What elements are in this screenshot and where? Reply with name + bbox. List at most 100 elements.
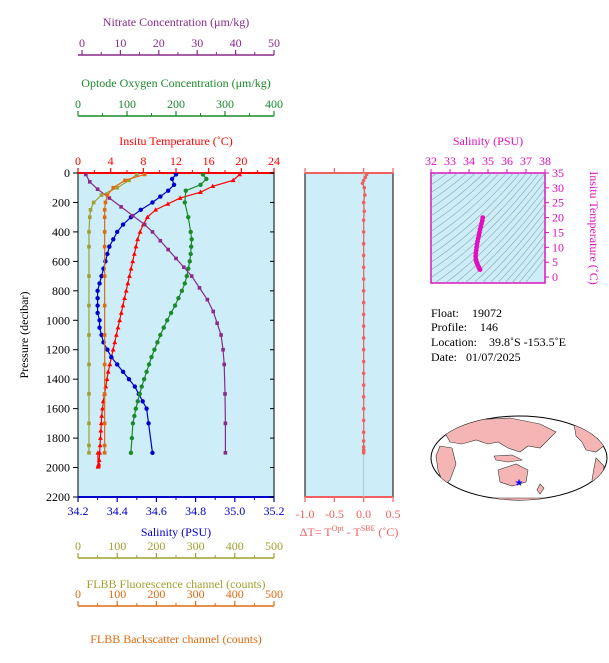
backscatter-point xyxy=(102,421,107,426)
nitrate-tick-label: 0 xyxy=(79,36,85,50)
land-australia xyxy=(497,463,529,487)
oxygen-point xyxy=(141,376,147,382)
date-label: Date: xyxy=(431,350,457,364)
nitrate-tick-label: 30 xyxy=(191,36,203,50)
backscatter-point xyxy=(123,178,127,183)
backscatter-point xyxy=(102,208,107,212)
salinity-point xyxy=(95,295,100,301)
oxygen-point xyxy=(187,259,192,264)
profile-panel: Insitu Temperature (˚C) 0 4 8 12 16 20 24 0 200… xyxy=(17,134,285,539)
oxygen-point xyxy=(149,354,154,360)
temperature-point xyxy=(145,214,150,219)
temperature-point xyxy=(125,280,131,286)
dt-axis-label: ΔT= TOpt - TSBE (˚C) xyxy=(300,524,399,539)
temperature-point xyxy=(165,201,171,206)
dt-point xyxy=(361,371,366,376)
oxygen-point xyxy=(158,332,163,338)
temperature-point xyxy=(117,317,123,323)
dt-label-main: ΔT= T xyxy=(300,525,333,539)
temperature-point xyxy=(133,244,139,249)
dt-panel: -1.0 -0.5 0.0 0.5 ΔT= TOpt - TSBE (˚C) xyxy=(296,168,401,539)
nitrate-point xyxy=(221,347,225,352)
salinity-point xyxy=(95,288,100,294)
nitrate-point xyxy=(189,274,194,278)
land-asia xyxy=(443,417,557,453)
temperature-point xyxy=(177,195,183,200)
temperature-tick-label: 4 xyxy=(108,154,114,168)
oxygen-point xyxy=(186,266,191,271)
dt-point xyxy=(364,173,369,177)
temperature-point xyxy=(137,229,143,234)
fluorescence-point xyxy=(87,215,92,219)
temperature-line xyxy=(97,174,241,467)
nitrate-point xyxy=(219,333,223,337)
fluorescence-point xyxy=(87,274,91,278)
oxygen-point xyxy=(168,310,174,316)
profile-series-group xyxy=(84,173,243,469)
pressure-tick-label: 400 xyxy=(52,225,70,239)
fluorescence-point xyxy=(87,244,91,249)
backscatter-tick-label: 500 xyxy=(265,587,283,601)
ts-y-tick-label: 0 xyxy=(552,270,558,284)
dt-point xyxy=(362,209,367,214)
temperature-point xyxy=(118,310,124,315)
dt-point xyxy=(361,395,366,399)
fluorescence-axis-ticks: 0 100 200 300 400 500 xyxy=(75,539,283,558)
pressure-tick-label: 2200 xyxy=(46,490,70,504)
salinity-point xyxy=(105,251,110,257)
backscatter-point xyxy=(102,362,107,367)
temperature-point xyxy=(237,173,243,177)
pressure-tick-label: 200 xyxy=(52,195,70,209)
fluorescence-point xyxy=(91,200,96,205)
isopycnal-line xyxy=(431,173,477,209)
backscatter-point xyxy=(142,173,147,177)
dt-point xyxy=(360,181,365,186)
dt-point xyxy=(361,430,366,435)
nitrate-point xyxy=(158,238,163,243)
oxygen-point xyxy=(144,369,149,375)
oxygen-point xyxy=(129,435,135,441)
isopycnal-line xyxy=(497,226,545,283)
backscatter-tick-label: 0 xyxy=(75,587,81,601)
oxygen-point xyxy=(182,281,188,286)
backscatter-axis-ticks: 0 100 200 300 400 500 xyxy=(75,587,283,606)
temperature-tick-label: 12 xyxy=(170,154,182,168)
ts-isopycnal-lines xyxy=(431,173,545,283)
dt-point xyxy=(361,300,366,305)
oxygen-point xyxy=(128,450,134,456)
fluorescence-point xyxy=(99,193,104,197)
ts-series-group xyxy=(473,215,486,273)
isopycnal-line xyxy=(431,173,514,247)
temperature-point xyxy=(131,251,137,256)
profile-plot-area xyxy=(77,172,275,498)
backscatter-point xyxy=(111,185,116,190)
salinity-point xyxy=(150,200,155,205)
nitrate-point xyxy=(223,421,228,426)
salinity-point xyxy=(103,259,108,264)
salinity-tick-label: 34.8 xyxy=(185,504,206,518)
pressure-tick-label: 0 xyxy=(64,166,70,180)
salinity-tick-label: 34.4 xyxy=(107,504,128,518)
oxygen-point xyxy=(189,237,194,242)
ts-x-axis-ticks: 32 33 34 35 36 37 38 xyxy=(425,154,551,173)
salinity-point xyxy=(140,399,145,404)
salinity-point xyxy=(107,244,112,249)
salinity-point xyxy=(146,421,151,426)
oxygen-tick-label: 100 xyxy=(118,97,136,111)
pressure-tick-label: 1600 xyxy=(46,402,70,416)
salinity-point xyxy=(173,173,179,177)
temperature-tick-label: 16 xyxy=(203,154,215,168)
temperature-point xyxy=(97,442,103,448)
backscatter-tick-label: 400 xyxy=(226,587,244,601)
dt-point xyxy=(361,265,366,270)
nitrate-tick-label: 50 xyxy=(268,36,280,50)
backscatter-tick-label: 100 xyxy=(108,587,126,601)
salinity-axis-label: Salinity (PSU) xyxy=(141,525,211,539)
temperature-tick-label: 24 xyxy=(268,154,280,168)
dt-point xyxy=(361,451,366,455)
isopycnal-line xyxy=(431,173,485,217)
temperature-point xyxy=(120,302,126,308)
oxygen-point xyxy=(179,288,185,294)
dt-point xyxy=(361,312,366,317)
oxygen-point xyxy=(188,229,193,235)
